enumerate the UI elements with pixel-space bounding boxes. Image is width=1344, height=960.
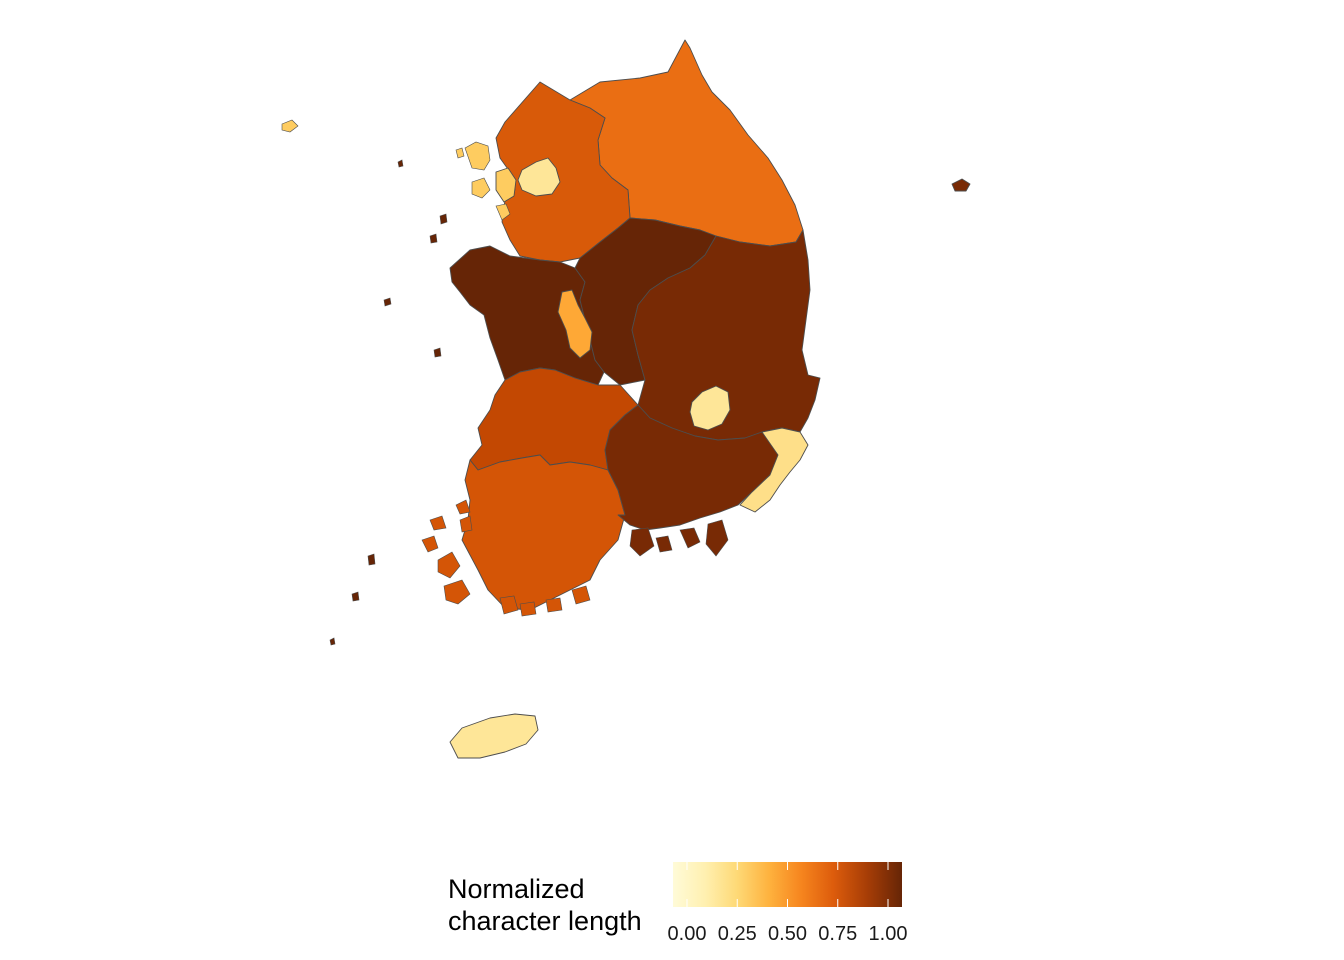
incheon-islands (281, 119, 511, 221)
legend-tick-label: 0.75 (818, 923, 857, 945)
legend: 0.00 0.25 0.50 0.75 1.00 (668, 862, 908, 945)
region-sejong-daejeon (557, 289, 593, 359)
legend-tick-label: 0.00 (668, 923, 707, 945)
region-jeonnam (461, 454, 626, 611)
region-chungnam (449, 245, 605, 386)
region-daegu (689, 385, 731, 431)
jeonnam-islands (421, 499, 591, 617)
region-incheon (495, 167, 517, 203)
legend-tick-label: 1.00 (869, 923, 908, 945)
region-jeju (449, 713, 539, 759)
region-ulleungdo (951, 178, 971, 192)
gyeongnam-islands (629, 519, 729, 557)
region-gyeongnam (604, 404, 783, 531)
region-ulsan-busan (739, 427, 809, 513)
region-layer (281, 39, 971, 759)
legend-tick-label: 0.25 (718, 923, 757, 945)
western-islets (329, 159, 448, 646)
legend-ticks: 0.00 0.25 0.50 0.75 1.00 (668, 862, 908, 945)
region-seoul (517, 157, 561, 197)
legend-tick-label: 0.50 (768, 923, 807, 945)
legend-title: Normalized character length (448, 874, 642, 936)
